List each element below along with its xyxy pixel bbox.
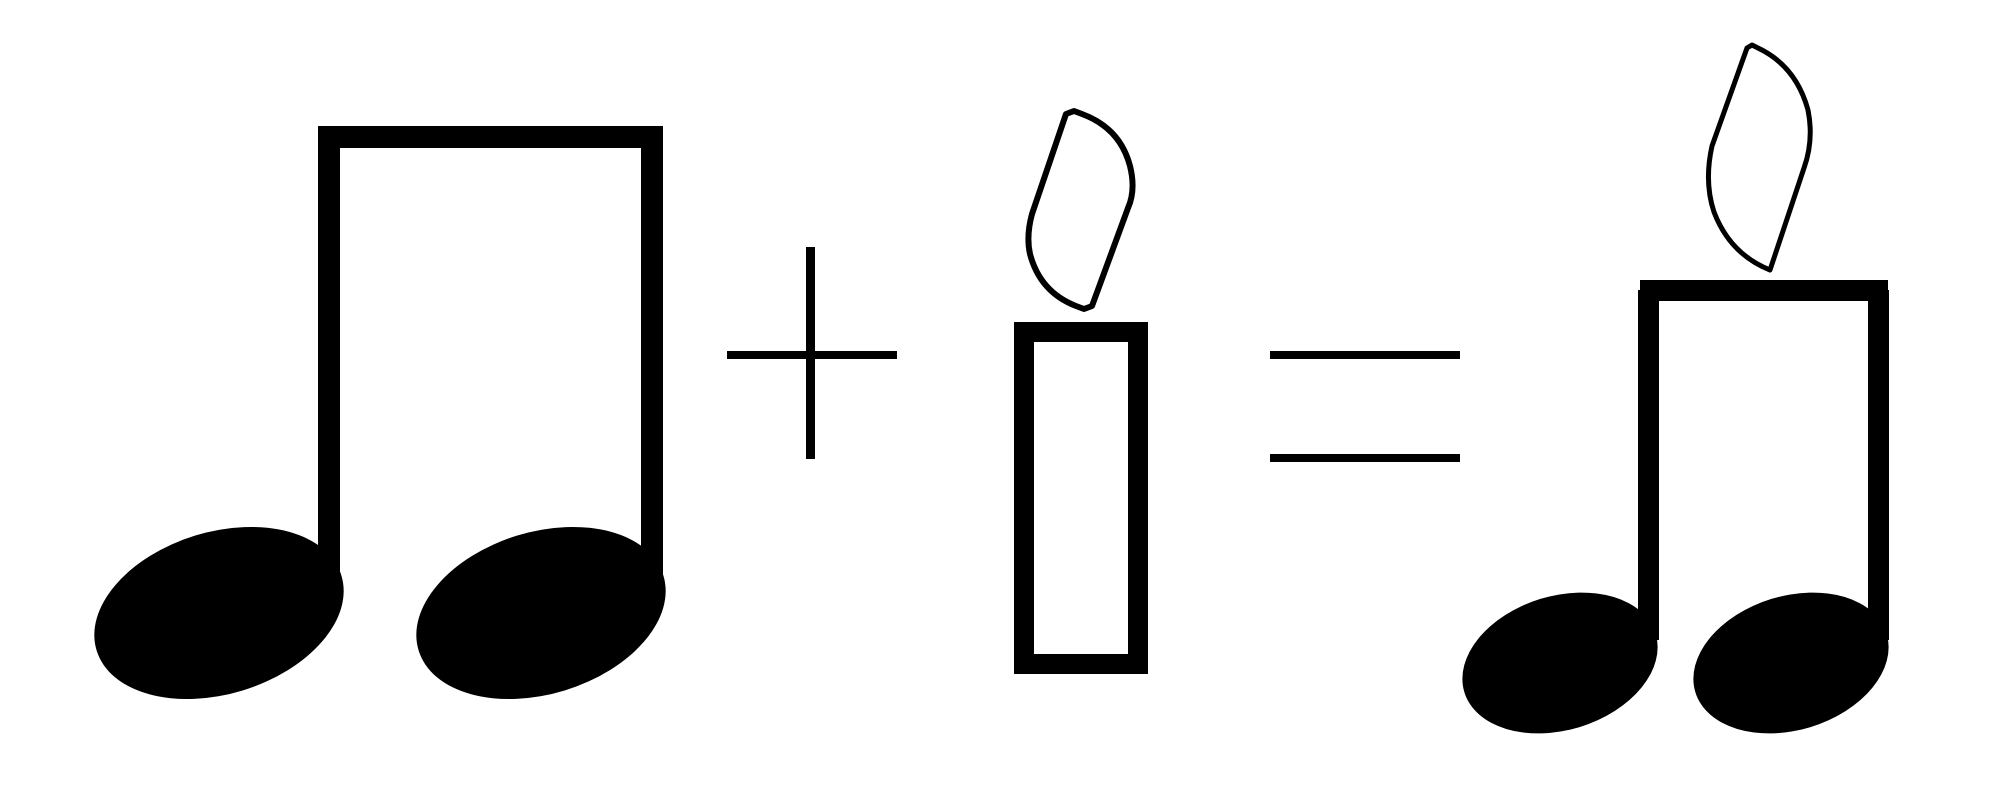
beamed-eighth-notes-with-flame-icon <box>1462 42 1889 734</box>
candle-flame <box>1025 108 1136 312</box>
note-head-right <box>1693 592 1889 734</box>
candle-icon <box>1014 108 1148 674</box>
plus-sign-icon <box>727 247 897 459</box>
note-beam <box>318 126 663 148</box>
note-stem-right <box>1868 290 1889 640</box>
plus-vertical-bar <box>806 247 815 459</box>
note-stem-left <box>318 126 340 574</box>
equals-sign-icon <box>1270 351 1460 462</box>
candle-body <box>1014 322 1148 674</box>
beamed-eighth-notes-icon <box>94 126 666 700</box>
note-stem-right <box>641 126 663 574</box>
flame-on-beam <box>1705 42 1813 273</box>
equals-top-bar <box>1270 351 1460 359</box>
note-head-left <box>94 526 344 700</box>
note-head-left <box>1462 592 1658 734</box>
note-stem-left <box>1638 290 1659 640</box>
note-head-right <box>416 526 666 700</box>
note-beam <box>1640 280 1888 301</box>
equals-bottom-bar <box>1270 454 1460 462</box>
